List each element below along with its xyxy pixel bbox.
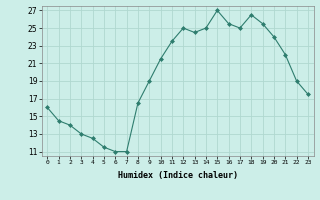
X-axis label: Humidex (Indice chaleur): Humidex (Indice chaleur) <box>118 171 237 180</box>
